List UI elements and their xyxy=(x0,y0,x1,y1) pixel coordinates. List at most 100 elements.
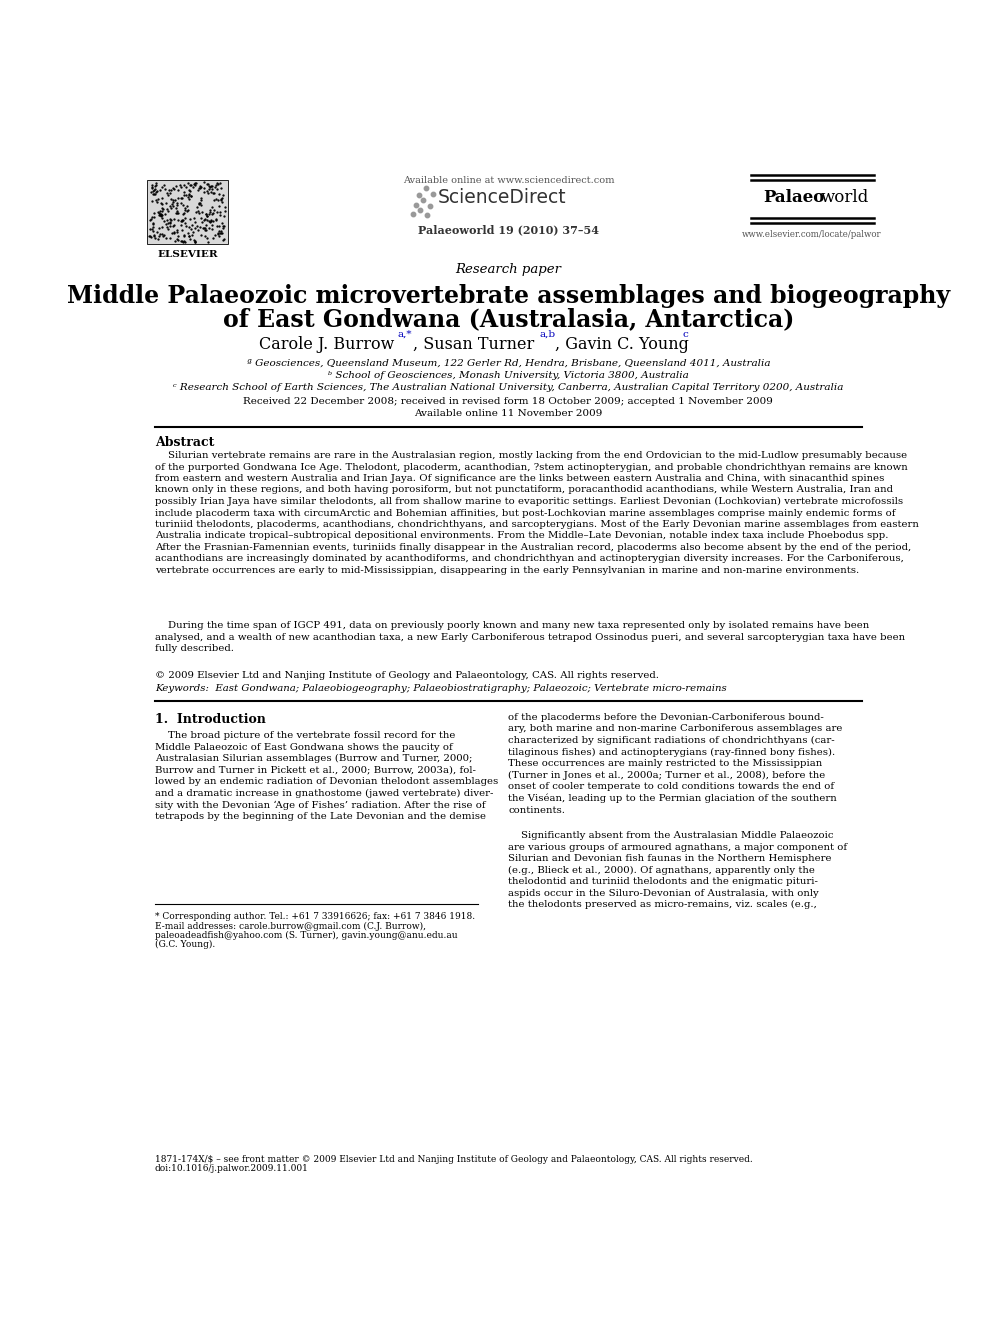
Point xyxy=(194,202,210,224)
Point xyxy=(149,189,165,210)
Point xyxy=(149,173,165,194)
Point xyxy=(144,177,160,198)
Point xyxy=(211,222,227,243)
Point xyxy=(196,181,212,202)
Point xyxy=(182,183,197,204)
Point xyxy=(163,216,179,237)
Point xyxy=(213,220,229,241)
Point xyxy=(150,201,166,222)
Point xyxy=(183,185,198,206)
Point xyxy=(171,180,186,201)
Text: paleoadeadfish@yahoo.com (S. Turner), gavin.young@anu.edu.au: paleoadeadfish@yahoo.com (S. Turner), ga… xyxy=(155,931,457,941)
Point xyxy=(208,175,224,196)
Text: , Susan Turner: , Susan Turner xyxy=(413,336,535,353)
Point xyxy=(216,206,232,228)
Text: , Gavin C. Young: , Gavin C. Young xyxy=(556,336,689,353)
Point xyxy=(146,184,162,205)
Point xyxy=(147,228,163,249)
Point xyxy=(211,216,227,237)
Point xyxy=(157,204,173,225)
Point xyxy=(149,181,165,202)
Point xyxy=(210,226,226,247)
Point xyxy=(213,189,229,210)
Point xyxy=(146,183,162,204)
Point xyxy=(183,208,198,229)
Point xyxy=(210,220,226,241)
Point xyxy=(186,212,202,233)
Point xyxy=(189,201,205,222)
Point xyxy=(209,224,225,245)
Point xyxy=(154,224,170,245)
Point xyxy=(182,180,197,201)
Point xyxy=(197,209,213,230)
Point xyxy=(182,225,197,246)
Text: doi:10.1016/j.palwor.2009.11.001: doi:10.1016/j.palwor.2009.11.001 xyxy=(155,1164,309,1174)
Point xyxy=(144,173,160,194)
Point xyxy=(177,232,192,253)
Point xyxy=(214,222,230,243)
Point xyxy=(143,209,159,230)
Point xyxy=(204,179,220,200)
Point xyxy=(182,184,197,205)
Point xyxy=(199,180,215,201)
Point xyxy=(154,193,170,214)
Point xyxy=(178,184,193,205)
Point xyxy=(190,194,206,216)
Point xyxy=(204,202,220,224)
Point xyxy=(146,224,162,245)
Text: Palaeo: Palaeo xyxy=(764,189,825,206)
Point xyxy=(175,209,190,230)
Point xyxy=(170,187,186,208)
Point xyxy=(177,230,192,251)
Point xyxy=(154,198,170,220)
Point xyxy=(159,183,175,204)
Point xyxy=(163,213,179,234)
Text: Received 22 December 2008; received in revised form 18 October 2009; accepted 1 : Received 22 December 2008; received in r… xyxy=(243,397,774,406)
Point xyxy=(173,188,188,209)
Point xyxy=(176,194,191,216)
Point xyxy=(176,204,191,225)
Point xyxy=(208,208,224,229)
Point xyxy=(146,220,162,241)
Point xyxy=(208,189,224,210)
Point xyxy=(187,217,203,238)
Point xyxy=(165,216,181,237)
Point xyxy=(160,218,176,239)
Point xyxy=(203,176,219,197)
Text: Available online 11 November 2009: Available online 11 November 2009 xyxy=(415,409,602,418)
Text: ScienceDirect: ScienceDirect xyxy=(437,188,566,206)
Point xyxy=(147,179,163,200)
Point xyxy=(146,206,162,228)
Point xyxy=(174,210,189,232)
Point xyxy=(153,202,169,224)
Point xyxy=(206,176,222,197)
Point xyxy=(163,212,179,233)
Point xyxy=(153,193,169,214)
Text: Abstract: Abstract xyxy=(155,435,214,448)
Point xyxy=(160,185,176,206)
Point xyxy=(173,175,188,196)
Point xyxy=(204,218,220,239)
Point xyxy=(191,202,207,224)
Point xyxy=(182,229,197,250)
Point xyxy=(160,212,176,233)
Point xyxy=(167,214,183,235)
Text: Carole J. Burrow: Carole J. Burrow xyxy=(259,336,395,353)
Text: The broad picture of the vertebrate fossil record for the
Middle Palaeozoic of E: The broad picture of the vertebrate foss… xyxy=(155,732,498,822)
Point xyxy=(147,183,163,204)
Point xyxy=(193,188,209,209)
Point xyxy=(152,205,168,226)
Point xyxy=(184,214,199,235)
Point xyxy=(217,201,233,222)
Point xyxy=(215,229,231,250)
Point xyxy=(152,224,168,245)
Point xyxy=(192,224,208,245)
Point xyxy=(145,181,161,202)
Point xyxy=(143,181,159,202)
Point xyxy=(156,225,172,246)
Point xyxy=(203,204,219,225)
Point xyxy=(177,197,192,218)
Point xyxy=(209,202,225,224)
Point xyxy=(180,194,195,216)
Point xyxy=(187,230,203,251)
